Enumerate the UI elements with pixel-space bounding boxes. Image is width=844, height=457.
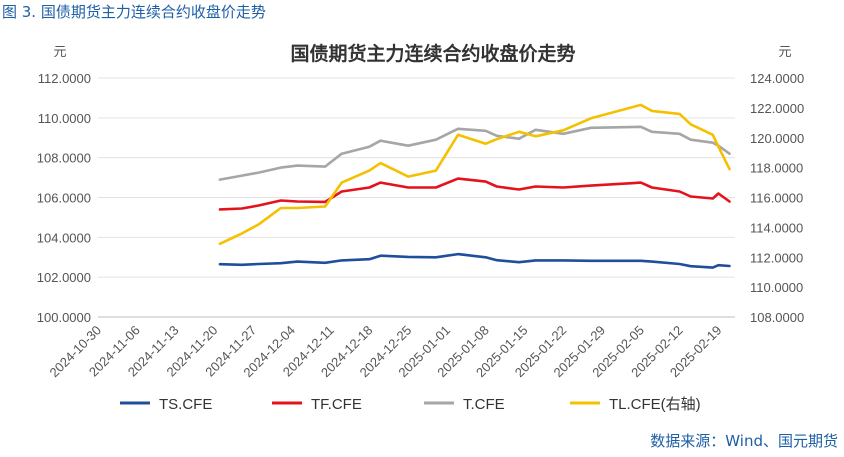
x-axis-ticks: 2024-10-302024-11-062024-11-132024-11-20… [46, 323, 724, 381]
left-tick-label: 108.0000 [37, 151, 91, 166]
right-tick-label: 110.0000 [750, 280, 803, 295]
series-line-ts-cfe [218, 252, 731, 269]
left-tick-label: 100.0000 [37, 310, 91, 325]
right-tick-label: 112.0000 [750, 250, 803, 265]
figure-label: 图 3. 国债期货主力连续合约收盘价走势 [2, 3, 266, 21]
series-lines [218, 103, 731, 269]
legend-label: TS.CFE [159, 396, 212, 413]
right-tick-label: 108.0000 [750, 310, 804, 325]
legend: TS.CFE TF.CFE T.CFE TL.CFE(右轴) [120, 396, 701, 413]
left-tick-label: 102.0000 [37, 270, 91, 285]
left-tick-label: 112.0000 [38, 71, 91, 86]
series-line-tf-cfe [218, 177, 731, 211]
source-note: 数据来源：Wind、国元期货 [650, 432, 838, 450]
right-axis-unit: 元 [778, 45, 791, 60]
right-axis-ticks: 108.0000 110.0000 112.0000 114.0000 116.0000… [750, 71, 804, 325]
left-axis-ticks: 100.0000 102.0000 104.0000 106.0000 108.0000… [37, 71, 91, 325]
left-axis-unit: 元 [53, 45, 66, 60]
right-tick-label: 122.0000 [750, 101, 804, 116]
left-tick-label: 110.0000 [38, 111, 91, 126]
series-line-t-cfe [218, 125, 731, 181]
left-tick-label: 106.0000 [37, 191, 91, 206]
chart-title: 国债期货主力连续合约收盘价走势 [290, 42, 575, 65]
right-tick-label: 124.0000 [750, 71, 804, 86]
right-tick-label: 120.0000 [750, 131, 804, 146]
legend-label: TL.CFE(右轴) [609, 396, 701, 413]
legend-label: T.CFE [463, 396, 505, 413]
series-line-tl-cfe- [218, 103, 731, 246]
right-tick-label: 114.0000 [750, 220, 803, 235]
left-tick-label: 104.0000 [37, 230, 91, 245]
gridlines [98, 77, 735, 318]
right-tick-label: 116.0000 [750, 191, 803, 206]
legend-label: TF.CFE [311, 396, 362, 413]
right-tick-label: 118.0000 [750, 161, 803, 176]
